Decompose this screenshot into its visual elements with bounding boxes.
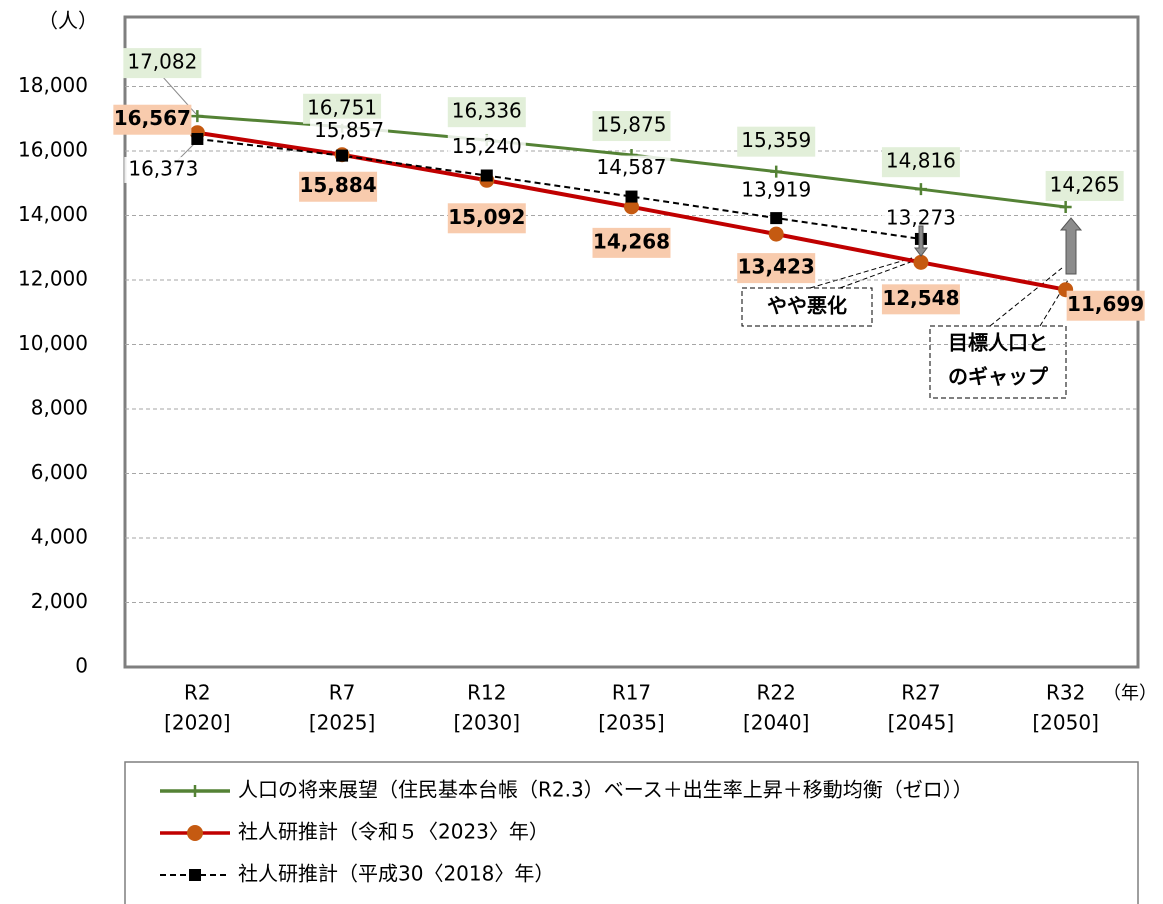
x-tick-label: R32 [1046, 681, 1085, 705]
marker [770, 212, 783, 225]
y-tick-label: 4,000 [31, 525, 88, 549]
marker [914, 183, 927, 196]
y-tick-label: 0 [75, 654, 88, 678]
label-bg [310, 118, 389, 145]
label-bg [447, 97, 526, 128]
legend-marker [187, 825, 203, 841]
marker [913, 254, 929, 270]
x-tick-sublabel: [2050] [1032, 711, 1099, 735]
x-tick-sublabel: [2040] [743, 711, 810, 735]
data-label: 16,567 [114, 106, 191, 130]
label-bg [592, 227, 671, 258]
data-label: 14,816 [886, 149, 956, 173]
data-label: 15,875 [597, 113, 667, 137]
marker [1059, 200, 1072, 213]
gap-arrow [1059, 217, 1083, 275]
data-label: 13,273 [886, 205, 956, 229]
label-bg [881, 147, 960, 178]
x-tick-sublabel: [2045] [888, 711, 955, 735]
data-label: 14,265 [1050, 172, 1120, 196]
legend-box [124, 761, 1139, 904]
annotation: のギャップ [948, 365, 1049, 389]
label-bg [447, 134, 526, 161]
marker [191, 110, 204, 123]
legend-marker [189, 869, 201, 881]
x-tick-sublabel: [2030] [454, 711, 521, 735]
y-tick-label: 12,000 [18, 267, 88, 291]
y-tick-label: 18,000 [18, 73, 88, 97]
x-tick-label: R17 [612, 681, 651, 705]
legend-marker [189, 785, 201, 797]
annotation-box [741, 287, 873, 327]
data-label: 11,699 [1067, 292, 1144, 316]
x-tick-sublabel: [2020] [164, 711, 231, 735]
data-label: 16,751 [307, 95, 377, 119]
data-label: 12,548 [882, 286, 959, 310]
legend-label: 社人研推計（平成30〈2018〉年） [238, 862, 554, 886]
x-tick-sublabel: [2025] [309, 711, 376, 735]
marker [625, 190, 638, 203]
x-tick-label: R12 [467, 681, 506, 705]
label-bg [881, 284, 960, 315]
label-bg [737, 126, 816, 157]
gap-arrow-small [914, 225, 928, 257]
y-tick-label: 8,000 [31, 396, 88, 420]
annotation: 目標人口と [948, 331, 1048, 355]
data-label: 16,336 [452, 99, 522, 123]
data-label: 15,359 [741, 128, 811, 152]
data-label: 15,240 [452, 134, 522, 158]
x-axis-label: （年） [1103, 683, 1157, 704]
series-line [197, 137, 922, 240]
label-bg [592, 111, 671, 142]
label-bg [737, 178, 816, 205]
y-axis-label: （人） [38, 9, 98, 33]
label-bg [124, 156, 203, 183]
x-tick-sublabel: [2035] [598, 711, 665, 735]
x-tick-label: R27 [901, 681, 940, 705]
annotation-box [929, 325, 1067, 399]
y-tick-label: 10,000 [18, 331, 88, 355]
data-label: 14,587 [597, 155, 667, 179]
label-bg [299, 171, 378, 202]
y-tick-label: 14,000 [18, 202, 88, 226]
data-label: 15,884 [299, 173, 376, 197]
marker [191, 132, 204, 145]
x-tick-label: R7 [329, 681, 356, 705]
data-label: 17,082 [127, 50, 197, 74]
y-tick-label: 16,000 [18, 138, 88, 162]
data-label: 15,857 [314, 118, 384, 142]
label-bg [592, 155, 671, 182]
data-label: 16,373 [128, 156, 198, 180]
data-label: 13,919 [741, 178, 811, 202]
label-bg [113, 104, 192, 135]
legend-label: 社人研推計（令和５〈2023〉年） [238, 820, 549, 844]
annotation-leader [809, 257, 917, 289]
marker [770, 165, 783, 178]
marker [480, 169, 493, 182]
label-bg [1045, 170, 1124, 201]
label-bg [1066, 290, 1145, 321]
x-tick-label: R22 [757, 681, 796, 705]
plot-frame [123, 15, 1140, 669]
label-bg [123, 48, 202, 79]
annotation: やや悪化 [767, 294, 847, 318]
marker [768, 226, 784, 242]
data-label: 13,423 [738, 255, 815, 279]
data-label: 15,092 [448, 205, 525, 229]
label-bg [737, 253, 816, 284]
label-bg [447, 203, 526, 234]
y-tick-label: 6,000 [31, 460, 88, 484]
marker [336, 149, 349, 162]
legend-label: 人口の将来展望（住民基本台帳（R2.3）ベース＋出生率上昇＋移動均衡（ゼロ）） [238, 778, 973, 802]
x-tick-label: R2 [184, 681, 211, 705]
y-tick-label: 2,000 [31, 589, 88, 613]
data-label: 14,268 [593, 229, 670, 253]
